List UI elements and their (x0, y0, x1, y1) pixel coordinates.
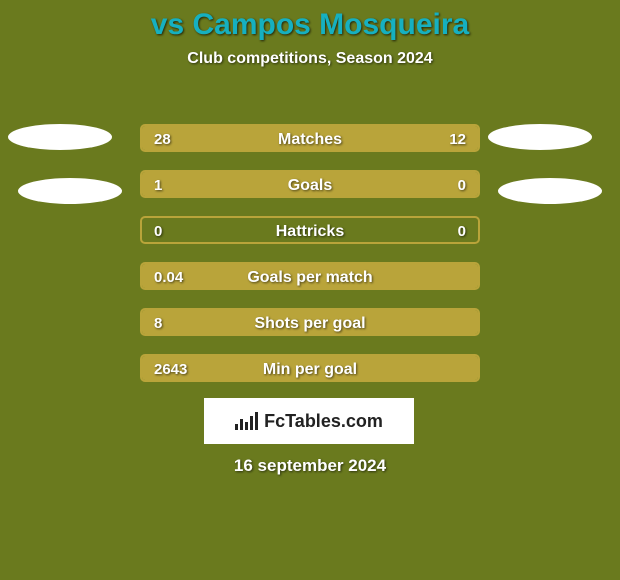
bar-chart-icon (235, 412, 258, 430)
stat-value-right: 12 (449, 126, 466, 150)
stat-value-left: 8 (154, 310, 162, 334)
stat-value-right: 0 (458, 172, 466, 196)
stat-row: Min per goal2643 (140, 354, 480, 382)
stat-row: Goals1 0 (140, 170, 480, 198)
stat-value-right: 0 (458, 218, 466, 242)
logo-text: FcTables.com (264, 411, 383, 432)
fctables-logo: FcTables.com (204, 398, 414, 444)
stat-label: Matches (142, 126, 478, 150)
stat-label: Goals (142, 172, 478, 196)
stats-container: Matches2812Goals10Hattricks00Goals per m… (140, 124, 480, 400)
stat-value-left: 28 (154, 126, 171, 150)
stat-label: Shots per goal (142, 310, 478, 334)
team-badge-right-2 (498, 178, 602, 204)
stat-row: Hattricks0 0 (140, 216, 480, 244)
page-title: vs Campos Mosqueira (0, 0, 620, 42)
stat-row: Goals per match0.04 (140, 262, 480, 290)
stat-value-left: 1 (154, 172, 162, 196)
date-text: 16 september 2024 (0, 456, 620, 476)
stat-label: Min per goal (142, 356, 478, 380)
stat-value-left: 0.04 (154, 264, 183, 288)
team-badge-left-1 (8, 124, 112, 150)
team-badge-left-2 (18, 178, 122, 204)
stat-row: Shots per goal8 (140, 308, 480, 336)
stat-label: Hattricks (142, 218, 478, 242)
stat-row: Matches28 12 (140, 124, 480, 152)
stat-value-left: 2643 (154, 356, 187, 380)
stat-label: Goals per match (142, 264, 478, 288)
stat-value-left: 0 (154, 218, 162, 242)
comparison-card: vs Campos Mosqueira Club competitions, S… (0, 0, 620, 580)
subtitle: Club competitions, Season 2024 (0, 50, 620, 68)
team-badge-right-1 (488, 124, 592, 150)
